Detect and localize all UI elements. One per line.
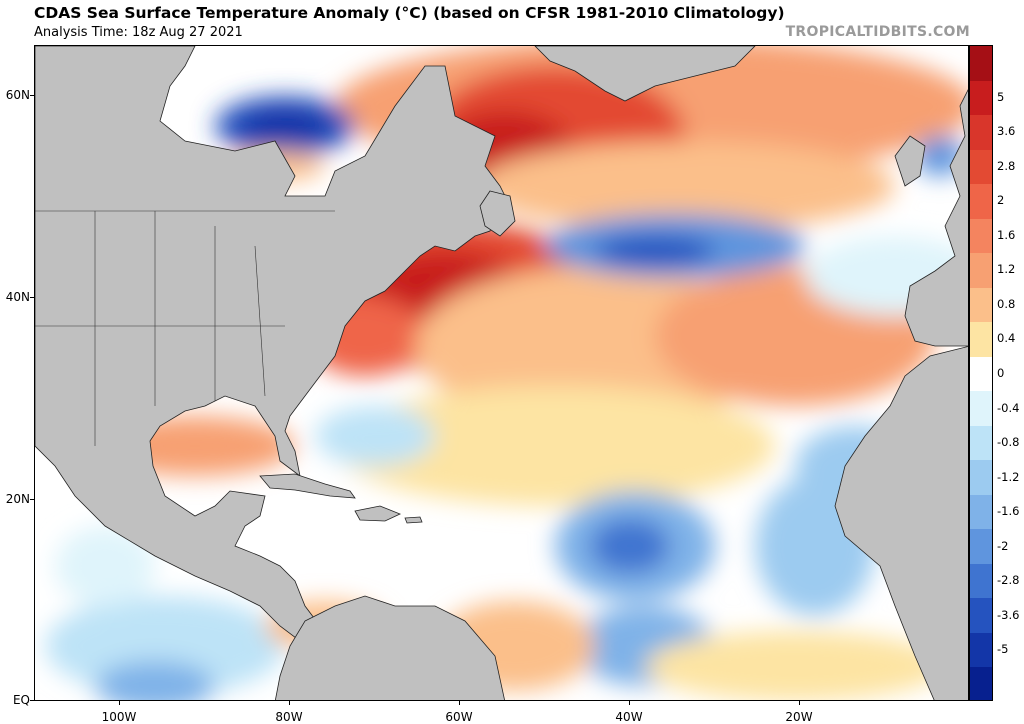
land-masses — [35, 46, 968, 700]
lon-label: 80W — [275, 710, 303, 724]
colorbar-band — [970, 322, 992, 357]
map-canvas — [35, 46, 968, 700]
sst-anomaly-map — [34, 45, 969, 701]
newfoundland-land — [479, 190, 516, 237]
greenland-land — [534, 46, 756, 102]
lat-tick — [30, 499, 34, 501]
colorbar-label: -5 — [997, 642, 1009, 657]
colorbar-band — [970, 149, 992, 185]
colorbar-label: -1.2 — [997, 469, 1020, 484]
colorbar-band — [970, 253, 992, 288]
africa-land — [834, 346, 968, 700]
colorbar-band — [970, 460, 992, 495]
colorbar-label: 0.8 — [997, 296, 1016, 311]
colorbar-label: -1.6 — [997, 504, 1020, 519]
colorbar-label: 1.6 — [997, 227, 1016, 242]
colorbar-band — [970, 529, 992, 564]
analysis-time: Analysis Time: 18z Aug 27 2021 — [34, 25, 243, 40]
lat-tick — [30, 700, 34, 701]
hispaniola-land — [354, 505, 402, 522]
lat-tick — [30, 95, 34, 97]
colorbar-band — [970, 218, 992, 254]
colorbar-label: 2.8 — [997, 158, 1016, 173]
colorbar-label: -0.4 — [997, 400, 1020, 415]
colorbar-band — [970, 287, 992, 323]
lon-tick — [289, 701, 290, 705]
lon-tick — [629, 701, 630, 705]
colorbar-label: 3.6 — [997, 124, 1016, 139]
lat-label: 60N — [5, 88, 30, 103]
colorbar-label: -0.8 — [997, 435, 1020, 450]
site-credit[interactable]: TROPICALTIDBITS.COM — [785, 24, 970, 40]
colorbar-band — [970, 425, 992, 461]
colorbar-band — [970, 80, 992, 116]
chart-title: CDAS Sea Surface Temperature Anomaly (°C… — [34, 4, 785, 22]
colorbar-band — [970, 391, 992, 426]
south-america-land — [274, 595, 505, 700]
colorbar-label: -3.6 — [997, 607, 1020, 622]
lon-tick — [799, 701, 800, 705]
lon-label: 100W — [101, 710, 137, 724]
cuba-land — [259, 473, 356, 499]
colorbar-band — [970, 184, 992, 219]
colorbar-label: 5 — [997, 89, 1005, 104]
colorbar-band — [970, 115, 992, 150]
colorbar-band — [970, 598, 992, 633]
colorbar-label: 2 — [997, 193, 1005, 208]
colorbar-band — [970, 632, 992, 668]
colorbar — [969, 45, 993, 701]
colorbar-band — [970, 356, 992, 392]
lon-label: 20W — [785, 710, 813, 724]
colorbar-band — [970, 563, 992, 599]
lon-tick — [119, 701, 120, 705]
british-isles-land — [894, 135, 926, 187]
puerto-rico-land — [404, 516, 423, 524]
colorbar-label: 0.4 — [997, 331, 1016, 346]
lat-tick — [30, 297, 34, 299]
colorbar-label: -2 — [997, 538, 1009, 553]
colorbar-label: 0 — [997, 366, 1005, 380]
colorbar-band — [970, 667, 992, 700]
lon-label: 40W — [615, 710, 643, 724]
lon-tick — [459, 701, 460, 705]
lat-label: 40N — [5, 290, 30, 305]
europe-land — [904, 89, 968, 347]
colorbar-band — [970, 494, 992, 530]
lat-label: 20N — [5, 492, 30, 507]
colorbar-label: -2.8 — [997, 573, 1020, 588]
political-boundaries — [35, 210, 335, 446]
lon-label: 60W — [445, 710, 473, 724]
colorbar-label: 1.2 — [997, 262, 1016, 277]
colorbar-band — [970, 46, 992, 81]
lat-label: EQ — [12, 693, 30, 707]
